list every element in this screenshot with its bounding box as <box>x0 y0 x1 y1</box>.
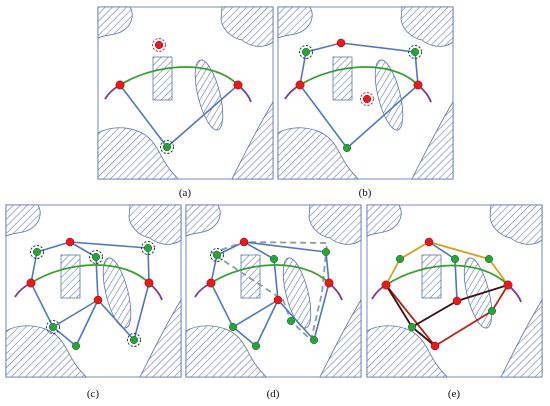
caption-a: (a) <box>179 187 192 199</box>
dashed-hull <box>209 241 328 342</box>
rejected-ring <box>360 92 374 106</box>
waypoint-node <box>48 322 58 332</box>
candidate-ring <box>89 250 103 264</box>
lower-path <box>385 284 509 348</box>
panel-c <box>5 204 182 378</box>
goal-node <box>144 278 154 288</box>
start-node <box>26 278 36 288</box>
candidate-ring <box>210 248 224 262</box>
waypoint-node <box>162 142 172 152</box>
lower-path <box>411 326 436 347</box>
waypoint-node <box>342 143 352 153</box>
start-node <box>206 278 216 288</box>
goal-node <box>413 80 423 90</box>
caption-b: (b) <box>359 187 372 199</box>
waypoint-node <box>395 254 405 264</box>
panel-a <box>97 6 274 180</box>
panel-d <box>185 204 362 378</box>
curve <box>385 264 509 286</box>
start-node <box>381 280 391 290</box>
waypoint-node <box>71 341 81 351</box>
waypoint-node <box>321 247 331 257</box>
waypoint-node <box>269 254 279 264</box>
mid-node <box>273 295 283 305</box>
waypoint-node <box>228 322 238 332</box>
waypoint-node <box>32 247 42 257</box>
candidate-ring <box>141 241 155 255</box>
candidate-ring <box>46 320 60 334</box>
waypoint-node <box>129 335 139 345</box>
curve <box>210 264 330 284</box>
panel-b <box>277 6 454 180</box>
graph-edges <box>30 282 150 347</box>
rejected-ring <box>152 38 166 52</box>
candidate-ring <box>408 45 422 59</box>
graph-edges <box>52 299 99 328</box>
caption-c: (c) <box>87 388 100 400</box>
curve <box>30 264 150 284</box>
top-node <box>239 237 249 247</box>
graph-edges <box>210 282 330 347</box>
goal-node <box>233 80 243 90</box>
bottom-node <box>430 341 440 351</box>
curve <box>119 66 239 86</box>
waypoint-node <box>484 254 494 264</box>
start-node <box>295 80 305 90</box>
rejected-node <box>154 40 164 50</box>
goal-node <box>324 278 334 288</box>
caption-d: (d) <box>267 388 280 400</box>
waypoint-node <box>410 47 420 57</box>
waypoint-node <box>212 250 222 260</box>
curve <box>299 66 419 86</box>
candidate-ring <box>30 245 44 259</box>
candidate-ring <box>160 140 174 154</box>
waypoint-node <box>143 243 153 253</box>
waypoint-node <box>251 341 261 351</box>
waypoint-node <box>450 254 460 264</box>
caption-e: (e) <box>448 388 461 400</box>
waypoint-node <box>309 335 319 345</box>
candidate-ring <box>299 45 313 59</box>
top-node <box>336 38 346 48</box>
mid-node <box>93 295 103 305</box>
waypoint-node <box>91 252 101 262</box>
top-node <box>424 237 434 247</box>
waypoint-node <box>286 316 296 326</box>
mid-node <box>452 296 462 306</box>
waypoint-node <box>487 306 497 316</box>
lower-path <box>385 284 509 329</box>
waypoint-node <box>407 322 417 332</box>
goal-node <box>503 280 513 290</box>
waypoint-node <box>301 47 311 57</box>
graph-edges <box>232 299 279 328</box>
candidate-ring <box>127 333 141 347</box>
panel-e <box>366 204 543 378</box>
top-node <box>65 237 75 247</box>
start-node <box>115 80 125 90</box>
rejected-node <box>362 94 372 104</box>
